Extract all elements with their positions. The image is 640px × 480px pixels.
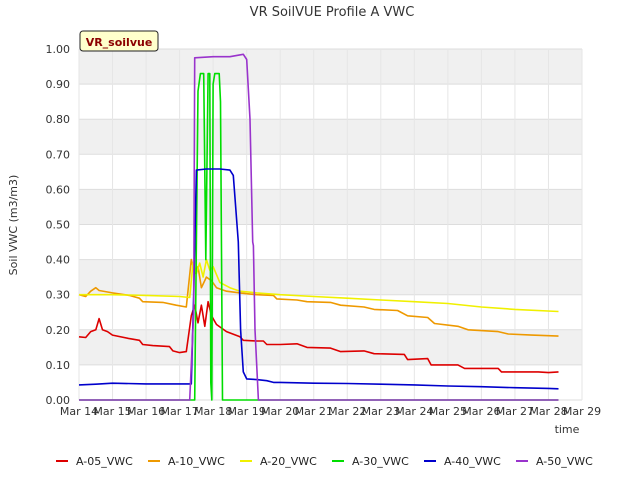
y-tick-label: 0.00 xyxy=(46,394,71,407)
y-axis-title: Soil VWC (m3/m3) xyxy=(7,175,20,276)
legend-item: A-10_VWC xyxy=(148,455,225,468)
legend-label: A-40_VWC xyxy=(444,455,501,468)
x-tick-label: Mar 15 xyxy=(93,405,131,418)
site-label: VR_soilvue xyxy=(86,36,153,49)
y-tick-label: 0.90 xyxy=(46,78,71,91)
legend-item: A-20_VWC xyxy=(240,455,317,468)
x-tick-label: Mar 29 xyxy=(563,405,601,418)
x-tick-label: Mar 21 xyxy=(295,405,333,418)
grid-lines xyxy=(78,48,583,401)
y-axis-ticks: 0.00 0.10 0.20 0.30 0.40 0.50 0.60 0.70 0.80 0.90… xyxy=(46,43,71,407)
legend-label: A-20_VWC xyxy=(260,455,317,468)
y-tick-label: 1.00 xyxy=(46,43,71,56)
series-line-a-30-vwc xyxy=(79,72,559,401)
y-tick-label: 0.70 xyxy=(46,148,71,161)
x-tick-label: Mar 26 xyxy=(462,405,500,418)
legend-item: A-05_VWC xyxy=(56,455,133,468)
y-tick-label: 0.80 xyxy=(46,113,71,126)
series-line-a-50-vwc xyxy=(79,53,559,401)
plot-band xyxy=(79,119,582,155)
legend-label: A-10_VWC xyxy=(168,455,225,468)
x-tick-label: Mar 23 xyxy=(362,405,400,418)
x-axis-title: time xyxy=(555,423,580,436)
plot-band xyxy=(79,259,582,295)
x-tick-label: Mar 14 xyxy=(60,405,98,418)
legend-label: A-05_VWC xyxy=(76,455,133,468)
legend-item: A-30_VWC xyxy=(332,455,409,468)
x-tick-label: Mar 28 xyxy=(529,405,567,418)
y-tick-label: 0.10 xyxy=(46,359,71,372)
x-tick-label: Mar 27 xyxy=(496,405,534,418)
x-tick-label: Mar 17 xyxy=(160,405,198,418)
y-tick-label: 0.50 xyxy=(46,219,71,232)
plot-band xyxy=(79,49,582,85)
series-line-a-40-vwc xyxy=(78,168,559,390)
x-tick-label: Mar 22 xyxy=(328,405,366,418)
x-tick-label: Mar 19 xyxy=(228,405,266,418)
legend-label: A-50_VWC xyxy=(536,455,593,468)
legend-label: A-30_VWC xyxy=(352,455,409,468)
series-line-a-20-vwc xyxy=(79,258,559,313)
legend: A-05_VWC A-10_VWC A-20_VWC A-30_VWC A-40_VWC… xyxy=(56,455,593,468)
x-tick-label: Mar 16 xyxy=(127,405,165,418)
site-label-tag: VR_soilvue xyxy=(79,30,159,52)
y-tick-label: 0.40 xyxy=(46,254,71,267)
series-lines xyxy=(78,53,559,401)
y-tick-label: 0.60 xyxy=(46,183,71,196)
x-tick-label: Mar 18 xyxy=(194,405,232,418)
y-tick-label: 0.30 xyxy=(46,289,71,302)
series-line-a-10-vwc xyxy=(78,258,559,337)
chart-title: VR SoilVUE Profile A VWC xyxy=(250,5,415,20)
x-tick-label: Mar 25 xyxy=(429,405,467,418)
legend-item: A-40_VWC xyxy=(424,455,501,468)
x-tick-label: Mar 20 xyxy=(261,405,299,418)
x-tick-label: Mar 24 xyxy=(395,405,433,418)
legend-item: A-50_VWC xyxy=(516,455,593,468)
y-tick-label: 0.20 xyxy=(46,324,71,337)
plot-band xyxy=(79,189,582,225)
